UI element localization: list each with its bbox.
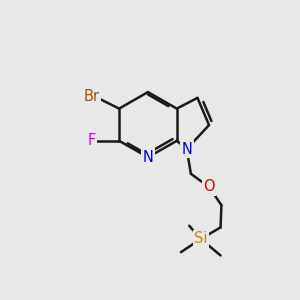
Text: Si: Si (194, 232, 208, 247)
Text: N: N (181, 142, 192, 157)
Text: O: O (203, 179, 215, 194)
Text: N: N (142, 150, 153, 165)
Text: Br: Br (84, 89, 100, 104)
Text: F: F (88, 133, 96, 148)
